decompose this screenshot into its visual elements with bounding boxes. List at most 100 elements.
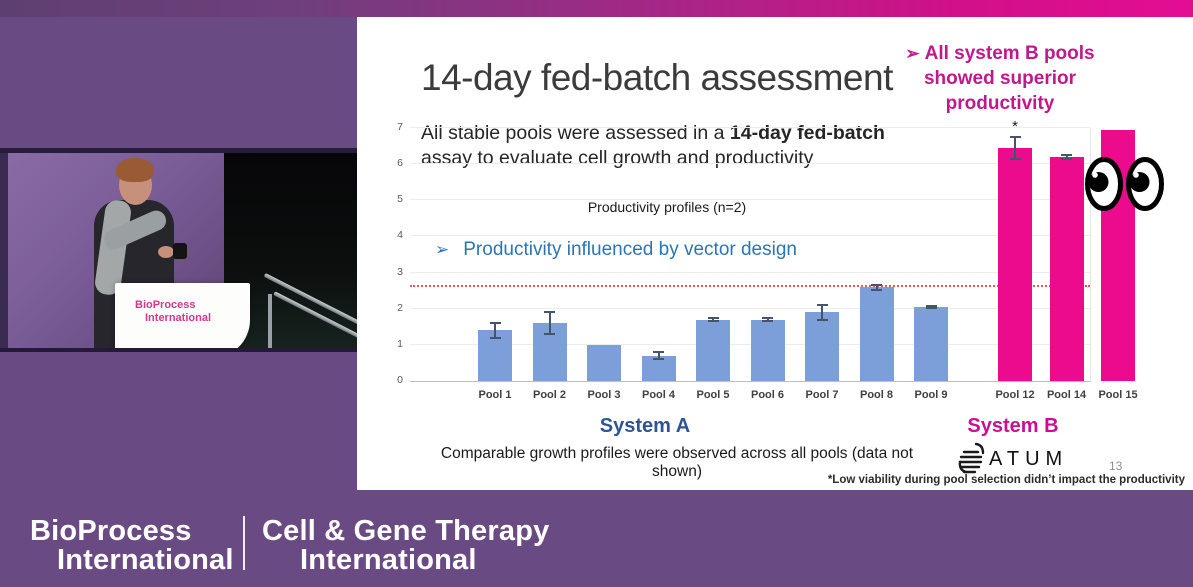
banner-divider: [243, 516, 245, 570]
banner-bioprocess-logo: BioProcess International: [30, 517, 234, 575]
threshold-line: [410, 285, 1090, 288]
error-bar-pool-1: [494, 323, 496, 338]
pink-callout-bold: system B: [954, 43, 1039, 64]
y-tick-label: 0: [397, 374, 403, 386]
x-axis-label-pool-7: Pool 7: [805, 389, 839, 401]
error-bar-pool-6: [766, 317, 769, 322]
y-tick-label: 7: [397, 121, 403, 133]
banner-left-line2: International: [57, 544, 234, 576]
error-bar-pool-14: [1065, 155, 1068, 159]
x-axis-label-pool-12: Pool 12: [995, 389, 1035, 401]
error-bar-pool-2: [548, 312, 551, 335]
pink-callout-line1: ➢ All system B pools: [895, 41, 1105, 66]
error-cap-pool-7: [816, 318, 828, 321]
significance-asterisk: *: [1012, 118, 1018, 136]
error-bar-pool-4: [657, 352, 660, 360]
x-axis-label-pool-14: Pool 14: [1046, 389, 1087, 401]
stage-railing-post: [268, 294, 272, 352]
chart-subtitle: Productivity profiles (n=2): [587, 199, 747, 215]
podium-branding: BioProcess International: [135, 299, 211, 325]
pink-callout-post: pools: [1038, 43, 1095, 64]
error-cap-pool-5: [707, 316, 719, 319]
gridline-y2: [410, 307, 1090, 309]
error-cap-pool-2: [544, 333, 555, 336]
error-cap-pool-9: [925, 307, 937, 309]
y-tick-label: 3: [397, 265, 403, 278]
video-letterbox-top: [0, 148, 357, 153]
pink-callout-pre: All: [924, 43, 955, 64]
banner-left-line1: BioProcess: [30, 515, 192, 547]
bottom-banner: BioProcess International Cell & Gene The…: [0, 490, 1193, 587]
presenter-video[interactable]: BioProcess International: [0, 148, 357, 352]
gridline-y5: [410, 199, 1090, 201]
banner-right-line2: International: [300, 544, 477, 576]
y-tick-label: 2: [397, 301, 403, 314]
error-bar-pool-5: [712, 317, 714, 322]
x-axis-label-pool-3: Pool 3: [587, 389, 621, 401]
arrow-bullet-icon: ➢: [905, 44, 920, 63]
banner-right-line1: Cell & Gene Therapy: [262, 515, 550, 547]
presenter-clicker: [173, 243, 187, 259]
gridline-y6: [410, 163, 1090, 165]
bar-pool-14: [1049, 156, 1084, 381]
video-left-edge: [0, 148, 8, 352]
y-tick-label: 1: [397, 337, 403, 350]
error-cap-pool-1: [489, 322, 501, 325]
error-bar-pool-7: [821, 305, 823, 320]
blue-bullet-text: Productivity influenced by vector design: [463, 239, 797, 260]
x-axis-label-pool-9: Pool 9: [914, 389, 948, 401]
eyes-icon: [1083, 155, 1167, 218]
system-b-label: System B: [967, 415, 1059, 437]
y-tick-label: 6: [397, 157, 403, 170]
error-cap-pool-14: [1061, 157, 1072, 160]
podium-brand-line1: BioProcess: [135, 299, 196, 311]
bar-pool-8: [859, 287, 894, 381]
x-axis-label-pool-15: Pool 15: [1098, 389, 1138, 401]
x-axis-label-pool-6: Pool 6: [750, 389, 784, 401]
error-cap-pool-6: [762, 316, 773, 319]
gridline-y3: [410, 271, 1090, 273]
gridline-y1: [410, 343, 1090, 345]
bar-pool-1: [478, 330, 512, 381]
x-axis-label-pool-5: Pool 5: [696, 389, 730, 401]
error-cap-pool-5: [707, 320, 719, 323]
blue-bullet-point: ➢ Productivity influenced by vector desig…: [435, 239, 797, 261]
error-cap-pool-12: [1009, 157, 1021, 160]
footnote: *Low viability during pool selection did…: [827, 474, 1185, 486]
error-cap-pool-1: [489, 336, 501, 339]
system-a-label: System A: [599, 415, 691, 437]
pink-callout-line3: productivity: [945, 93, 1055, 114]
atum-logo: ATUM: [955, 441, 1068, 477]
error-bar-pool-9: [930, 305, 932, 308]
page-number: 13: [1109, 459, 1123, 473]
top-gradient-strip: [0, 0, 1193, 17]
pink-callout-line2: showed superior: [923, 68, 1077, 89]
presentation-slide: 14-day fed-batch assessment All stable p…: [357, 17, 1193, 490]
chart-plot-area: *: [410, 118, 1135, 382]
gridline-y4: [410, 235, 1090, 237]
slide-title: 14-day fed-batch assessment: [421, 57, 893, 98]
y-tick-label: 4: [397, 229, 403, 242]
video-letterbox-bottom: [0, 348, 357, 352]
podium: BioProcess International: [115, 283, 250, 352]
error-cap-pool-12: [1009, 136, 1021, 139]
error-cap-pool-2: [544, 311, 555, 314]
pink-callout: ➢ All system B pools showed superior prod…: [895, 41, 1105, 116]
bar-chart: * 0 1 2 3 4 5 6 7 Pool 1 Pool 2 Pool 3 Pool 4 Pool 5…: [357, 118, 1157, 438]
podium-brand-line2: International: [145, 312, 212, 324]
error-cap-pool-4: [653, 358, 664, 361]
x-axis-label-pool-2: Pool 2: [532, 389, 566, 401]
error-bar-pool-12: [1014, 137, 1016, 159]
presenter-hand: [158, 246, 174, 258]
error-cap-pool-8: [871, 283, 882, 286]
x-axis-label-pool-1: Pool 1: [478, 389, 512, 401]
x-axis-label-pool-4: Pool 4: [641, 389, 675, 401]
y-tick-label: 5: [397, 193, 403, 206]
bar-pool-12: [998, 147, 1032, 381]
atum-logo-icon: [958, 442, 985, 474]
arrow-bullet-icon: ➢: [435, 240, 450, 259]
atum-logo-text: ATUM: [989, 447, 1069, 470]
bar-pool-5: [696, 319, 730, 381]
bottom-note: Comparable growth profiles were observed…: [440, 445, 914, 480]
